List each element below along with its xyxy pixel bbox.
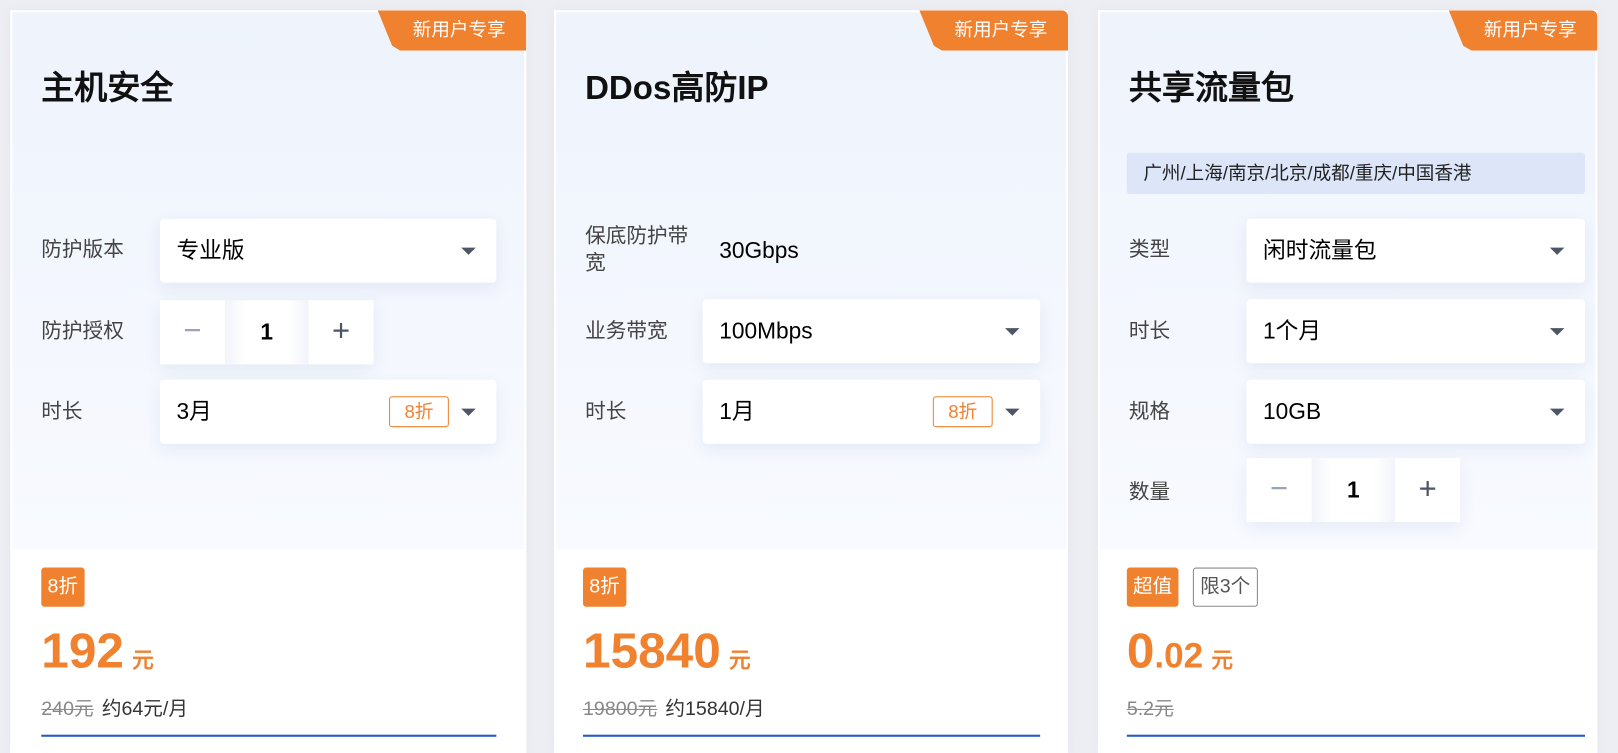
row-label: 时长 (41, 400, 83, 424)
decrement-button[interactable]: − (1246, 458, 1312, 523)
original-price: 240元 (41, 698, 94, 721)
duration-select[interactable]: 3月 8折 (159, 379, 497, 444)
caret-down-icon (1549, 247, 1565, 255)
card-title: DDos高防IP (585, 69, 769, 107)
row-label: 规格 (1128, 400, 1171, 424)
bandwidth-value: 30Gbps (719, 237, 799, 264)
caret-down-icon (1005, 408, 1020, 416)
select-value: 1个月 (1263, 317, 1322, 344)
row-label: 保底防护带宽 (585, 224, 689, 275)
price: 15840 元 (583, 623, 751, 680)
discount-badge: 8折 (583, 567, 626, 607)
card-config-area (556, 12, 1066, 549)
caret-down-icon (461, 408, 476, 416)
price-unit: 元 (1211, 649, 1234, 673)
card-title: 共享流量包 (1128, 69, 1295, 107)
caret-down-icon (461, 247, 476, 255)
caret-down-icon (1005, 328, 1020, 336)
limit-badge: 限3个 (1192, 567, 1258, 607)
increment-button[interactable]: + (308, 300, 374, 365)
monthly-price: 约15840/月 (665, 698, 765, 721)
duration-select[interactable]: 1月 8折 (702, 379, 1041, 444)
price-unit: 元 (132, 649, 154, 673)
discount-tag: 8折 (932, 396, 993, 428)
row-label: 防护授权 (41, 319, 124, 343)
caret-down-icon (1549, 408, 1565, 416)
select-value: 闲时流量包 (1263, 237, 1377, 264)
price-value: 0 (1126, 624, 1155, 679)
discount-tag: 8折 (389, 396, 449, 428)
region-list: 广州/上海/南京/北京/成都/重庆/中国香港 (1126, 152, 1585, 194)
price-details: 19800元 约15840/月 (583, 693, 765, 721)
size-select[interactable]: 10GB (1246, 379, 1585, 444)
new-user-badge: 新用户专享 (1448, 10, 1598, 51)
quantity-input[interactable]: 1 (1311, 458, 1396, 523)
product-card-host-security: 新用户专享 主机安全 防护版本 专业版 防护授权 − 1 + 时长 3月 8折 … (10, 10, 527, 753)
quantity-input[interactable]: 1 (224, 300, 309, 365)
discount-badge: 8折 (41, 567, 85, 607)
caret-down-icon (1549, 328, 1565, 336)
protection-version-select[interactable]: 专业版 (159, 218, 497, 283)
license-stepper: − 1 + (159, 300, 374, 365)
price: 0.02 元 (1127, 623, 1233, 680)
value-badge: 超值 (1126, 567, 1179, 607)
product-card-traffic-package: 新用户专享 共享流量包 广州/上海/南京/北京/成都/重庆/中国香港 类型 闲时… (1097, 10, 1598, 753)
new-user-badge: 新用户专享 (377, 10, 527, 51)
increment-button[interactable]: + (1395, 458, 1461, 523)
select-value: 1月 (719, 398, 755, 425)
card-title: 主机安全 (41, 69, 174, 107)
original-price: 5.2元 (1126, 698, 1174, 721)
row-label: 数量 (1128, 480, 1171, 504)
new-user-badge: 新用户专享 (919, 10, 1069, 51)
duration-select[interactable]: 1个月 (1246, 299, 1585, 364)
price-value: 15840 (583, 624, 721, 679)
row-label: 类型 (1128, 238, 1171, 262)
select-value: 10GB (1263, 398, 1322, 425)
price: 192 元 (41, 623, 154, 680)
monthly-price: 约64元/月 (101, 698, 188, 721)
price-value: 192 (41, 624, 124, 679)
select-value: 100Mbps (719, 317, 813, 344)
quantity-stepper: − 1 + (1246, 458, 1461, 523)
price-details: 240元 约64元/月 (41, 693, 188, 721)
row-label: 防护版本 (41, 238, 124, 262)
business-bandwidth-select[interactable]: 100Mbps (702, 299, 1041, 364)
original-price: 19800元 (583, 698, 658, 721)
row-label: 时长 (1128, 319, 1171, 343)
product-card-ddos: 新用户专享 DDos高防IP 保底防护带宽 30Gbps 业务带宽 100Mbp… (554, 10, 1069, 753)
price-unit: 元 (729, 649, 751, 673)
select-value: 3月 (176, 398, 212, 425)
price-details: 5.2元 (1127, 693, 1182, 721)
decrement-button[interactable]: − (159, 300, 225, 365)
row-label: 时长 (585, 400, 627, 424)
type-select[interactable]: 闲时流量包 (1246, 218, 1585, 283)
price-decimal: .02 (1154, 636, 1204, 676)
row-label: 业务带宽 (585, 319, 668, 343)
select-value: 专业版 (176, 237, 245, 264)
